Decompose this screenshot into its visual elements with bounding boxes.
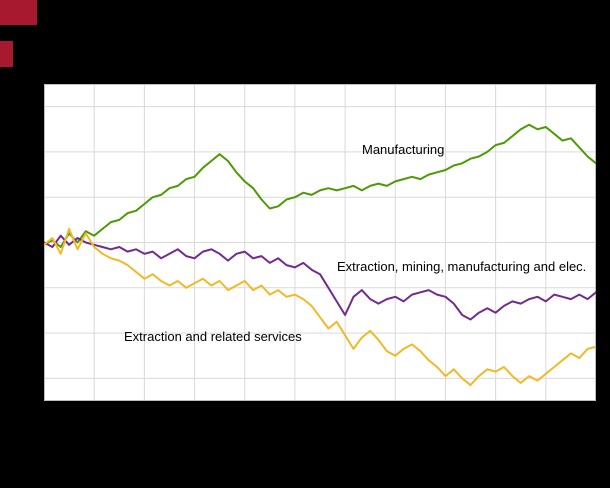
line-chart xyxy=(44,84,596,401)
series-label-manufacturing: Manufacturing xyxy=(362,142,445,157)
plot-area xyxy=(44,84,596,401)
logo-fragment-left xyxy=(0,41,13,67)
logo-fragment-top xyxy=(0,0,37,25)
series-label-extraction-services: Extraction and related services xyxy=(124,329,302,344)
series-label-extraction-mining: Extraction, mining, manufacturing and el… xyxy=(337,259,587,274)
